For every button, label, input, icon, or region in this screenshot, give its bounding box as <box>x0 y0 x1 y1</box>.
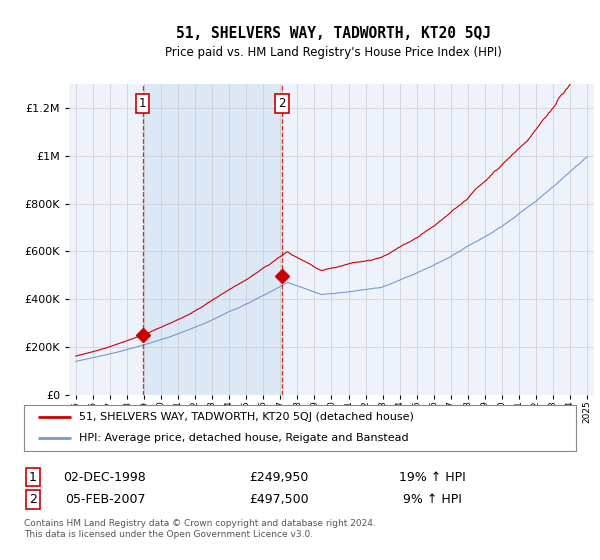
Text: 19% ↑ HPI: 19% ↑ HPI <box>398 470 466 484</box>
Text: 2: 2 <box>29 493 37 506</box>
Text: 2: 2 <box>278 97 286 110</box>
Text: HPI: Average price, detached house, Reigate and Banstead: HPI: Average price, detached house, Reig… <box>79 433 409 444</box>
Text: Price paid vs. HM Land Registry's House Price Index (HPI): Price paid vs. HM Land Registry's House … <box>164 45 502 59</box>
Text: £249,950: £249,950 <box>250 470 308 484</box>
Text: Contains HM Land Registry data © Crown copyright and database right 2024.
This d: Contains HM Land Registry data © Crown c… <box>24 520 376 539</box>
Text: 02-DEC-1998: 02-DEC-1998 <box>64 470 146 484</box>
Text: 1: 1 <box>29 470 37 484</box>
Bar <box>143 84 282 395</box>
Text: 9% ↑ HPI: 9% ↑ HPI <box>403 493 461 506</box>
Text: 51, SHELVERS WAY, TADWORTH, KT20 5QJ (detached house): 51, SHELVERS WAY, TADWORTH, KT20 5QJ (de… <box>79 412 414 422</box>
Text: 1: 1 <box>139 97 146 110</box>
Text: 05-FEB-2007: 05-FEB-2007 <box>65 493 145 506</box>
Text: 51, SHELVERS WAY, TADWORTH, KT20 5QJ: 51, SHELVERS WAY, TADWORTH, KT20 5QJ <box>176 26 491 41</box>
Text: £497,500: £497,500 <box>249 493 309 506</box>
